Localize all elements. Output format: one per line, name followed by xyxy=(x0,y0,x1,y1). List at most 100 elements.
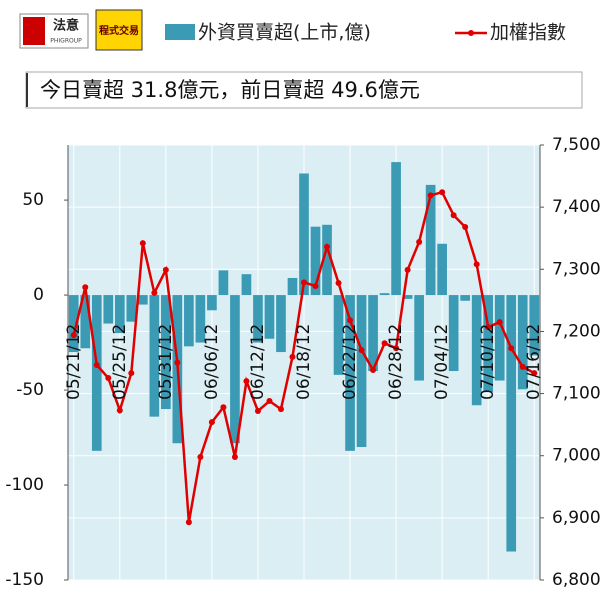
x-tick-label: 07/04/12 xyxy=(432,324,452,400)
line-marker xyxy=(508,345,515,352)
bar xyxy=(207,295,217,311)
bar xyxy=(91,295,102,451)
logo: 程式交易 xyxy=(95,9,143,51)
y-tick-label: 50 xyxy=(22,190,44,210)
bar xyxy=(368,295,378,372)
bar xyxy=(437,243,447,296)
line-marker xyxy=(335,279,342,286)
logo: 法意 PHIGROUP xyxy=(19,13,89,49)
line-marker xyxy=(208,419,215,426)
bar xyxy=(299,173,309,296)
x-tick-label: 05/21/12 xyxy=(64,324,84,400)
y-tick-label: 0 xyxy=(33,285,44,305)
y-tick-label: -150 xyxy=(5,570,44,590)
bar xyxy=(414,295,424,381)
bar xyxy=(114,295,125,334)
x-tick-label: 06/12/12 xyxy=(248,324,268,400)
line-marker xyxy=(162,266,169,273)
line-marker xyxy=(312,283,319,290)
bar xyxy=(379,293,390,296)
logo-text: 程式交易 xyxy=(99,24,139,37)
bar xyxy=(460,295,471,301)
subtitle: 今日賣超 31.8億元，前日賣超 49.6億元 xyxy=(40,78,420,102)
bar xyxy=(68,295,79,353)
line-marker xyxy=(347,317,354,324)
bar xyxy=(345,295,355,451)
bar xyxy=(103,295,114,324)
line-marker xyxy=(151,289,158,296)
bar xyxy=(471,295,482,406)
bar xyxy=(149,295,160,417)
line-marker xyxy=(473,261,480,268)
bar xyxy=(137,295,148,305)
bar xyxy=(448,295,459,372)
line-marker xyxy=(266,398,273,405)
x-tick-label: 05/31/12 xyxy=(156,324,176,400)
bar xyxy=(287,277,298,296)
line-marker xyxy=(231,453,238,460)
line-marker xyxy=(531,370,538,377)
bar xyxy=(322,224,332,296)
y2-tick-label: 7,000 xyxy=(552,446,601,466)
y2-tick-label: 6,800 xyxy=(552,570,601,590)
line-marker xyxy=(450,212,457,219)
line-marker xyxy=(70,332,77,339)
bar xyxy=(253,295,263,343)
legend-marker xyxy=(468,30,474,36)
y2-tick-label: 7,300 xyxy=(552,259,601,279)
line-marker xyxy=(381,340,388,347)
bar xyxy=(184,295,194,347)
line-marker xyxy=(393,345,400,352)
x-tick-label: 06/28/12 xyxy=(386,324,406,400)
y-tick-label: -100 xyxy=(5,475,44,495)
y2-tick-label: 7,500 xyxy=(552,135,601,155)
line-marker xyxy=(174,359,181,366)
line-marker xyxy=(324,243,331,250)
bar xyxy=(402,295,413,299)
x-tick-label: 05/25/12 xyxy=(110,324,130,400)
bar xyxy=(264,295,275,339)
line-marker xyxy=(254,407,261,414)
x-tick-label: 06/22/12 xyxy=(340,324,360,400)
bar xyxy=(310,226,321,296)
line-marker xyxy=(277,406,284,413)
line-marker xyxy=(416,238,423,245)
logo-text: 法意 xyxy=(53,18,79,34)
bar xyxy=(276,295,286,353)
x-tick-label: 07/10/12 xyxy=(478,324,498,400)
line-marker xyxy=(404,266,411,273)
bar xyxy=(126,295,137,322)
bar xyxy=(356,295,367,448)
line-marker xyxy=(197,453,204,460)
line-marker xyxy=(289,353,296,360)
bar xyxy=(333,295,344,375)
line-marker xyxy=(427,192,434,199)
bar xyxy=(391,162,401,296)
legend-label: 外資買賣超(上市,億) xyxy=(198,22,371,44)
y-tick-label: -50 xyxy=(16,380,44,400)
bar xyxy=(218,270,229,296)
logo-icon xyxy=(23,17,45,45)
line-marker xyxy=(82,284,89,291)
bar xyxy=(506,295,517,552)
y2-tick-label: 6,900 xyxy=(552,508,601,528)
bar xyxy=(80,295,91,349)
bar xyxy=(195,295,206,343)
legend-swatch xyxy=(165,24,195,40)
line-marker xyxy=(519,363,526,370)
line-marker xyxy=(496,319,503,326)
bar xyxy=(483,295,494,392)
bar xyxy=(230,295,240,444)
bar xyxy=(517,295,528,390)
line-marker xyxy=(128,370,135,377)
line-marker xyxy=(116,407,123,414)
y2-tick-label: 7,200 xyxy=(552,321,601,341)
subtitle-box xyxy=(25,71,583,109)
line-marker xyxy=(358,347,365,354)
line-marker xyxy=(301,279,307,286)
logo-frame xyxy=(95,9,143,51)
line-marker xyxy=(93,361,100,368)
bar xyxy=(494,295,505,381)
bar xyxy=(161,295,171,410)
